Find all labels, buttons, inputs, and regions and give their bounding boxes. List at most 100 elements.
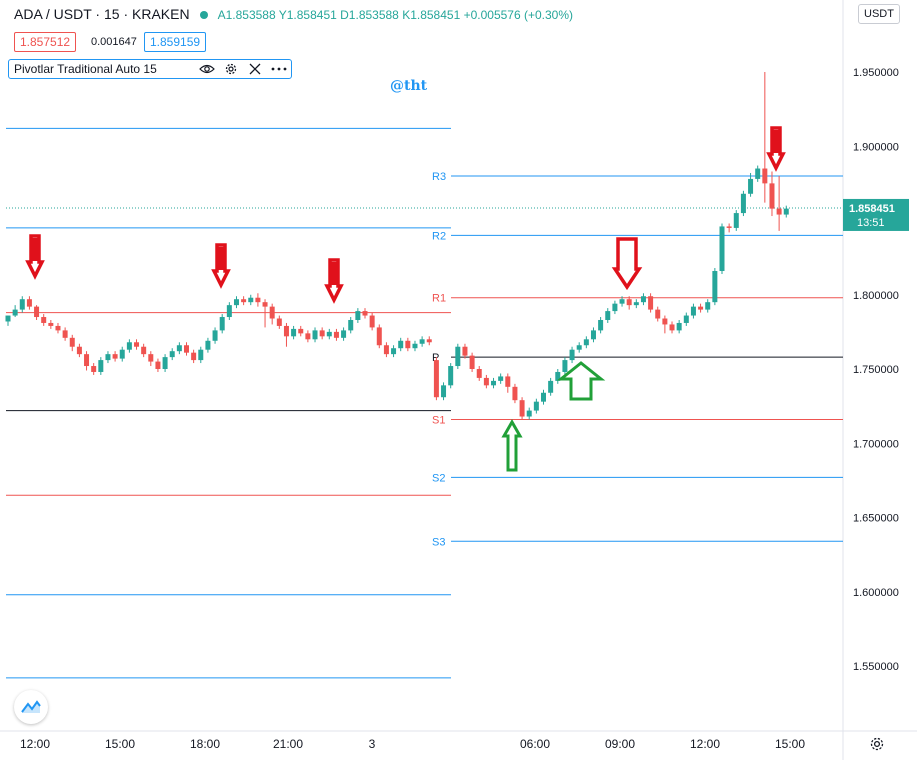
price-axis-label: 1.650000 xyxy=(853,513,899,525)
indicator-name: Pivotlar Traditional Auto 15 xyxy=(14,62,157,76)
candle-body xyxy=(526,410,532,417)
candle-body xyxy=(55,325,61,331)
candle-body xyxy=(148,354,154,362)
candle-body xyxy=(612,303,618,312)
buy-price-button[interactable]: 1.859159 xyxy=(144,32,207,52)
candle-body xyxy=(376,327,382,346)
candle-body xyxy=(12,309,18,316)
candle-body xyxy=(583,339,589,346)
candle-body xyxy=(105,354,111,361)
pivot-label-s1: S1 xyxy=(432,414,445,426)
candle-body xyxy=(355,311,361,320)
red-down-arrow-icon-fill xyxy=(773,130,779,153)
pivot-label-s3: S3 xyxy=(432,536,445,548)
candle-body xyxy=(448,366,454,386)
symbol-title[interactable]: ADA / USDT · 15 · KRAKEN xyxy=(14,6,190,22)
candle-body xyxy=(469,355,475,369)
pivot-label-r3: R3 xyxy=(432,171,446,183)
candle-body xyxy=(648,296,654,310)
candle-body xyxy=(383,345,389,355)
time-axis-label: 12:00 xyxy=(690,737,720,751)
price-axis-label: 1.900000 xyxy=(853,141,899,153)
candle-body xyxy=(619,299,625,304)
price-axis-label: 1.800000 xyxy=(853,290,899,302)
green-up-arrow-icon xyxy=(501,418,523,472)
candle-body xyxy=(191,352,197,361)
candle-body xyxy=(698,306,704,310)
candle-body xyxy=(505,376,511,387)
sell-price-button[interactable]: 1.857512 xyxy=(14,32,77,52)
candle-body xyxy=(733,213,739,228)
currency-button[interactable]: USDT xyxy=(858,4,900,24)
candle-body xyxy=(112,354,118,359)
candle-body xyxy=(233,299,239,306)
time-axis-label: 3 xyxy=(369,737,376,751)
candle-body xyxy=(126,342,132,350)
indicator-legend[interactable]: Pivotlar Traditional Auto 15 xyxy=(8,59,292,79)
countdown-label: 13:51 xyxy=(857,217,885,229)
candle-body xyxy=(298,328,304,334)
candle-body xyxy=(498,376,504,381)
candle-body xyxy=(26,299,32,307)
time-axis-label: 15:00 xyxy=(775,737,805,751)
candle-body xyxy=(533,401,539,411)
candle-body xyxy=(755,168,761,179)
candle-body xyxy=(134,342,140,347)
candle-body xyxy=(269,306,275,319)
candle-body xyxy=(255,297,261,303)
candle-body xyxy=(433,360,439,398)
more-icon[interactable] xyxy=(267,60,291,78)
candle-body xyxy=(690,306,696,316)
candle-body xyxy=(184,345,189,353)
candle-body xyxy=(312,330,318,340)
candle-body xyxy=(426,339,432,343)
current-price-tag xyxy=(843,198,909,231)
author-annotation: @tht xyxy=(390,78,428,94)
candle-body xyxy=(683,315,689,323)
candle-body xyxy=(98,360,104,372)
red-down-arrow-icon xyxy=(611,237,643,291)
candle-body xyxy=(590,330,596,340)
candle-body xyxy=(712,270,718,303)
candle-body xyxy=(605,311,611,320)
candle-body xyxy=(655,309,661,319)
candle-body xyxy=(740,193,746,214)
candle-body xyxy=(626,299,632,306)
chart-settings-icon[interactable] xyxy=(868,735,886,758)
candle-body xyxy=(119,349,125,359)
time-axis-label: 06:00 xyxy=(520,737,550,751)
candle-body xyxy=(398,340,404,349)
candle-body xyxy=(248,297,254,303)
candle-body xyxy=(519,400,525,417)
candle-body xyxy=(212,330,218,341)
candle-body xyxy=(512,386,518,401)
price-axis-label: 1.950000 xyxy=(853,67,899,79)
current-price-label: 1.858451 xyxy=(849,203,895,215)
candle-body xyxy=(776,208,782,215)
candle-body xyxy=(348,319,354,331)
eye-icon[interactable] xyxy=(195,60,219,78)
candle-body xyxy=(319,330,325,337)
time-axis-label: 09:00 xyxy=(605,737,635,751)
chart-header: ADA / USDT · 15 · KRAKEN A1.853588 Y1.858… xyxy=(14,6,573,22)
candle-body xyxy=(176,345,182,352)
spread-value: 0.001647 xyxy=(91,36,137,48)
candle-body xyxy=(169,351,175,358)
pivot-label-r2: R2 xyxy=(432,230,446,242)
candle-body xyxy=(598,319,604,331)
candle-body xyxy=(391,348,397,355)
candle-body xyxy=(783,208,789,215)
candle-body xyxy=(62,330,68,338)
tradingview-logo-icon[interactable] xyxy=(14,690,48,724)
candle-body xyxy=(305,333,311,340)
candle-body xyxy=(219,317,225,331)
candle-body xyxy=(669,324,675,331)
candle-body xyxy=(41,317,47,323)
candle-body xyxy=(719,226,725,271)
close-icon[interactable] xyxy=(243,60,267,78)
settings-icon[interactable] xyxy=(219,60,243,78)
candle-body xyxy=(633,302,639,306)
candle-body xyxy=(226,305,232,318)
green-up-arrow-icon xyxy=(556,361,606,401)
